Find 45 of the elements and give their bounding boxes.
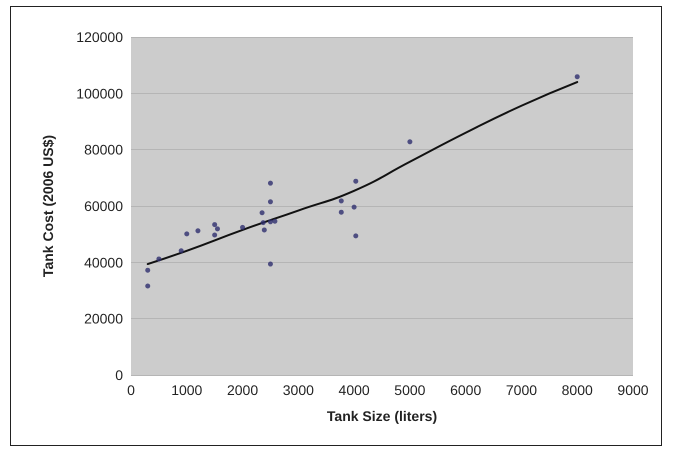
point [268,180,273,186]
point [212,222,218,228]
y-tick-label: 100000 [76,85,124,102]
x-axis-title: Tank Size (liters) [326,408,438,424]
point [407,139,412,144]
point [214,226,220,232]
point [156,256,162,262]
point [352,204,357,210]
point [195,228,200,234]
point [212,232,218,238]
point [260,220,266,226]
point [574,74,580,80]
y-tick-label: 80000 [84,142,124,158]
x-tick-label: 6000 [450,382,482,398]
point [268,199,273,204]
y-tick-label: 120000 [76,29,124,45]
point [268,262,273,267]
point [338,198,344,204]
x-tick-label: 2000 [226,382,258,398]
point [262,227,267,232]
point [338,210,344,215]
x-tick-label: 8000 [562,382,594,398]
point [145,283,150,288]
x-tick-label: 5000 [394,382,426,398]
x-tick-label: 0 [127,382,136,398]
point [178,248,184,254]
point [272,218,278,224]
x-tick-label: 3000 [282,382,314,398]
y-tick-label: 20000 [84,310,124,327]
x-tick-label: 4000 [338,382,370,398]
x-tick-label: 9000 [617,382,649,398]
point [260,210,265,216]
x-tick-label: 1000 [171,382,203,398]
y-tick-label: 0 [115,367,124,383]
point [353,178,358,184]
line-series [146,81,578,266]
point [184,231,190,236]
point [268,219,273,224]
point [240,224,246,230]
point [353,233,358,238]
y-tick-label: 40000 [84,254,124,270]
x-tick-label: 7000 [506,382,538,398]
point [145,268,150,273]
y-tick-label: 60000 [84,198,124,214]
y-axis-title: Tank Cost (2006 US$) [40,134,56,278]
